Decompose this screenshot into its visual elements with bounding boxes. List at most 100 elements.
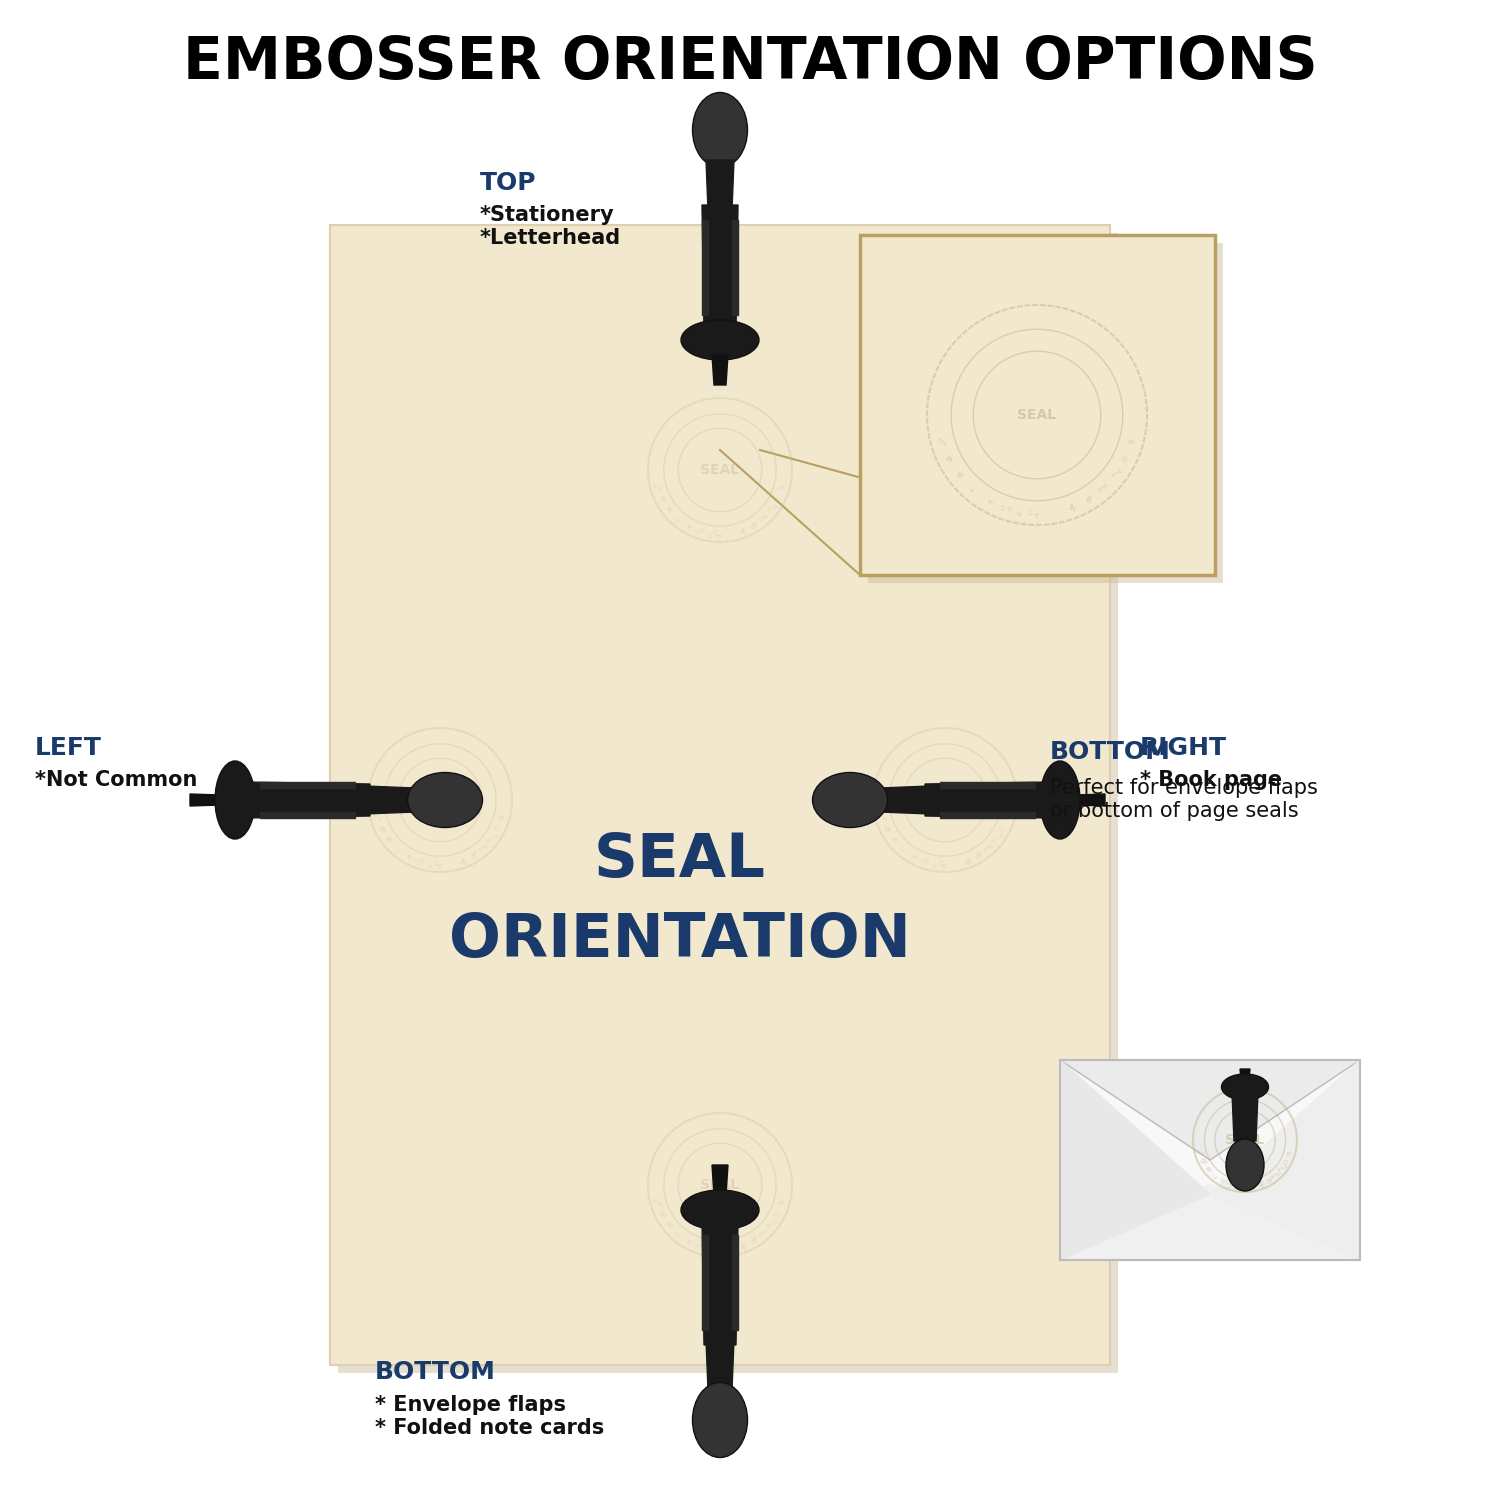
Text: P: P [387, 837, 393, 843]
Text: BOTTOM: BOTTOM [375, 1360, 496, 1384]
Text: T: T [480, 843, 488, 850]
Polygon shape [706, 1340, 734, 1390]
Text: P: P [666, 507, 674, 513]
Text: SEAL: SEAL [594, 831, 766, 890]
Text: T: T [459, 856, 465, 864]
Polygon shape [712, 356, 728, 386]
Polygon shape [880, 786, 930, 814]
Polygon shape [1076, 794, 1106, 806]
Text: P: P [891, 837, 898, 843]
Polygon shape [364, 786, 416, 814]
Text: T: T [1197, 1149, 1203, 1155]
Text: T: T [674, 1228, 680, 1236]
FancyBboxPatch shape [859, 236, 1215, 574]
Text: SEAL: SEAL [1226, 1132, 1264, 1148]
Text: X: X [986, 843, 993, 850]
Text: R: R [424, 859, 430, 867]
Text: O: O [1200, 1156, 1208, 1164]
Text: C: C [1028, 510, 1032, 516]
Polygon shape [732, 1234, 738, 1330]
Text: E: E [664, 504, 672, 512]
Text: O: O [494, 824, 501, 831]
Ellipse shape [693, 1383, 747, 1458]
Text: * Book page: * Book page [1140, 770, 1282, 790]
Text: R: R [1233, 1182, 1239, 1190]
Text: LEFT: LEFT [34, 736, 102, 760]
Text: R: R [1007, 506, 1014, 513]
Text: O: O [945, 456, 954, 464]
Text: T: T [1257, 1180, 1263, 1186]
FancyBboxPatch shape [330, 225, 1110, 1365]
Text: M: M [459, 856, 468, 864]
Polygon shape [940, 782, 1035, 788]
Text: E: E [384, 834, 392, 842]
Text: T: T [1278, 1164, 1286, 1172]
Text: B: B [1286, 1149, 1293, 1155]
Text: O: O [774, 1209, 782, 1216]
Polygon shape [1060, 1060, 1360, 1160]
Text: A: A [1035, 510, 1040, 516]
Text: A: A [942, 861, 948, 867]
Text: T: T [898, 843, 904, 850]
Text: A: A [988, 498, 994, 506]
Text: C: C [693, 526, 700, 534]
Text: O: O [1084, 494, 1094, 502]
Ellipse shape [681, 320, 759, 360]
Text: T: T [674, 513, 680, 520]
Polygon shape [702, 206, 738, 330]
Text: T: T [1100, 483, 1107, 490]
Text: T: T [760, 1228, 766, 1236]
Text: T: T [1197, 1149, 1203, 1155]
Text: BOTTOM: BOTTOM [1050, 740, 1172, 764]
Text: R: R [699, 528, 705, 536]
Text: T: T [939, 438, 946, 442]
Text: O: O [658, 1210, 666, 1218]
Text: P: P [666, 1221, 674, 1228]
Polygon shape [1060, 1060, 1211, 1260]
Text: * Envelope flaps
* Folded note cards: * Envelope flaps * Folded note cards [375, 1395, 604, 1438]
Text: *Not Common: *Not Common [34, 770, 198, 790]
Text: T: T [760, 513, 766, 520]
Text: O: O [1122, 454, 1130, 460]
Text: B: B [1128, 438, 1136, 444]
Text: A: A [912, 853, 918, 861]
Text: A: A [687, 1238, 693, 1245]
Text: C: C [414, 856, 420, 864]
Polygon shape [190, 794, 220, 806]
Text: X: X [378, 825, 386, 831]
Text: ORIENTATION: ORIENTATION [448, 910, 910, 969]
Text: O: O [750, 1236, 758, 1244]
Text: O: O [774, 494, 782, 501]
Text: A: A [687, 524, 693, 531]
Polygon shape [702, 1234, 708, 1330]
Ellipse shape [408, 772, 483, 828]
Text: T: T [994, 834, 1000, 840]
Text: M: M [740, 1240, 747, 1248]
Text: X: X [1100, 483, 1108, 490]
Polygon shape [706, 160, 734, 210]
Text: R: R [420, 858, 426, 865]
Polygon shape [1240, 1070, 1250, 1088]
Ellipse shape [813, 772, 888, 828]
Polygon shape [702, 220, 708, 315]
Ellipse shape [1040, 760, 1080, 839]
Text: B: B [778, 483, 786, 489]
Text: Perfect for envelope flaps
or bottom of page seals: Perfect for envelope flaps or bottom of … [1050, 778, 1318, 820]
Text: M: M [1070, 503, 1077, 510]
Text: X: X [1274, 1170, 1281, 1178]
Text: E: E [954, 470, 962, 477]
Text: X: X [658, 1209, 666, 1216]
Text: B: B [778, 1198, 786, 1204]
Text: X: X [760, 513, 768, 520]
Ellipse shape [214, 760, 255, 839]
Ellipse shape [693, 93, 747, 168]
FancyBboxPatch shape [868, 243, 1222, 584]
Text: T: T [1066, 504, 1072, 512]
Text: T: T [654, 1198, 662, 1204]
Text: B: B [498, 813, 506, 819]
Text: T: T [654, 484, 662, 489]
Text: C: C [938, 861, 944, 867]
Text: X: X [884, 825, 891, 831]
Polygon shape [702, 1220, 738, 1346]
Text: O: O [1266, 1174, 1274, 1184]
